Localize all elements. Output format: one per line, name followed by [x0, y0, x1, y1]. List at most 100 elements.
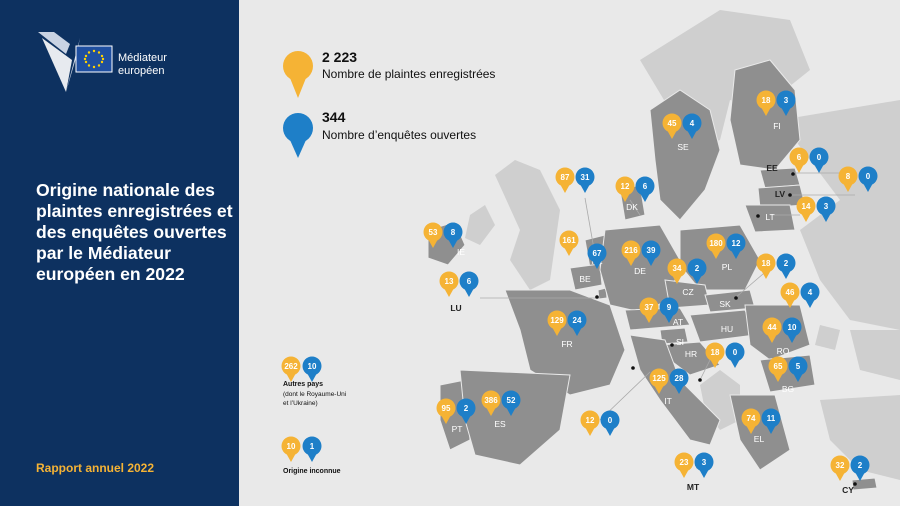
pin-complaints-fi: 18	[756, 90, 776, 116]
pin-inquiries-sk: 2	[776, 253, 796, 279]
pin-inquiries-mt2: 3	[694, 452, 714, 478]
europe-map: FI SE EE LV LT DK IE NL BE DE PL LU CZ S…	[239, 0, 900, 506]
pin-complaints-si: 18	[705, 342, 725, 368]
pin-complaints-be: 87	[555, 167, 575, 193]
svg-text:74: 74	[747, 414, 756, 423]
pin-inquiries-lv: 0	[858, 166, 878, 192]
svg-text:386: 386	[484, 396, 498, 405]
legend-complaints-pin-icon	[283, 51, 313, 98]
pin-complaints-dk: 12	[615, 176, 635, 202]
other-countries-label: Autres pays	[283, 381, 323, 388]
svg-text:34: 34	[673, 264, 682, 273]
pin-complaints-at: 37	[639, 297, 659, 323]
legend-complaints-total: 2 223	[322, 49, 357, 65]
legend-inquiries-pin-icon	[283, 113, 313, 158]
svg-text:2: 2	[464, 404, 469, 413]
pin-inquiries-fi: 3	[776, 90, 796, 116]
svg-text:12: 12	[621, 182, 630, 191]
svg-text:23: 23	[680, 458, 689, 467]
page-title: Origine nationale des plaintes enregistr…	[36, 180, 233, 284]
svg-text:161: 161	[562, 236, 576, 245]
other-origins: Autres pays (dont le Royaume-Uni et l’Uk…	[283, 381, 346, 475]
pin-inquiries-hr: 5	[788, 356, 808, 382]
svg-text:CZ: CZ	[682, 287, 693, 297]
pin-complaints-unknown: 10	[281, 436, 301, 462]
pin-complaints-lv: 8	[838, 166, 858, 192]
pin-inquiries-cy: 2	[850, 455, 870, 481]
svg-text:AT: AT	[673, 317, 683, 327]
pin-inquiries-it: 28	[669, 368, 689, 394]
svg-text:PT: PT	[452, 424, 463, 434]
svg-text:6: 6	[643, 182, 648, 191]
svg-text:9: 9	[667, 303, 672, 312]
svg-text:52: 52	[507, 396, 516, 405]
pin-inquiries-at: 9	[659, 297, 679, 323]
svg-text:DE: DE	[634, 266, 646, 276]
svg-text:FI: FI	[773, 121, 781, 131]
svg-text:53: 53	[429, 228, 438, 237]
pin-inquiries-lu: 6	[459, 271, 479, 297]
pin-complaints-lu: 13	[439, 271, 459, 297]
logo-text-line1: Médiateur	[118, 52, 167, 64]
svg-text:216: 216	[624, 246, 638, 255]
pin-complaints-lt: 14	[796, 196, 816, 222]
svg-text:0: 0	[866, 172, 871, 181]
svg-text:3: 3	[784, 96, 789, 105]
svg-text:SE: SE	[677, 142, 689, 152]
logo-text-line2: européen	[118, 65, 165, 77]
svg-text:44: 44	[768, 323, 777, 332]
land-be	[569, 263, 603, 291]
svg-text:CY: CY	[842, 485, 854, 495]
legend-inquiries-total: 344	[322, 109, 346, 125]
other-countries-note-2: et l’Ukraine)	[283, 400, 318, 407]
pin-inquiries-cz: 2	[687, 258, 707, 284]
report-footer: Rapport annuel 2022	[36, 461, 155, 475]
land-fi	[729, 59, 801, 171]
svg-text:SI: SI	[676, 337, 684, 347]
svg-text:4: 4	[808, 288, 813, 297]
svg-text:37: 37	[645, 303, 654, 312]
pin-inquiries-el: 11	[761, 408, 781, 434]
svg-text:46: 46	[786, 288, 795, 297]
unknown-origin-label: Origine inconnue	[283, 468, 341, 475]
svg-text:24: 24	[573, 316, 582, 325]
land-lt	[744, 204, 796, 233]
svg-text:10: 10	[287, 442, 296, 451]
svg-text:LV: LV	[775, 189, 786, 199]
pin-complaints-mt2: 23	[674, 452, 694, 478]
svg-text:0: 0	[608, 416, 613, 425]
land-fr	[504, 289, 626, 396]
svg-text:MT: MT	[687, 482, 700, 492]
pin-complaints-el: 74	[741, 408, 761, 434]
svg-text:IT: IT	[664, 396, 672, 406]
pin-inquiries-ee: 0	[809, 147, 829, 173]
ombudsman-logo: Médiateur européen	[36, 30, 216, 96]
pin-complaints-pt: 95	[436, 398, 456, 424]
pin-complaints-cz: 34	[667, 258, 687, 284]
svg-text:18: 18	[711, 348, 720, 357]
pin-inquiries-unknown: 1	[302, 436, 322, 462]
pin-complaints-ro: 44	[762, 317, 782, 343]
pin-inquiries-be: 31	[575, 167, 595, 193]
pin-inquiries-be-pin2: 67	[587, 243, 607, 269]
other-countries-note-1: (dont le Royaume-Uni	[283, 391, 346, 398]
svg-text:6: 6	[467, 277, 472, 286]
svg-text:FR: FR	[561, 339, 572, 349]
svg-text:28: 28	[675, 374, 684, 383]
pin-inquiries-pl: 12	[726, 233, 746, 259]
svg-text:RO: RO	[777, 346, 790, 356]
svg-text:67: 67	[593, 249, 602, 258]
svg-text:14: 14	[802, 202, 811, 211]
svg-text:18: 18	[762, 96, 771, 105]
pin-inquiries-es: 52	[501, 390, 521, 416]
pin-inquiries-other: 10	[302, 356, 322, 382]
svg-text:0: 0	[733, 348, 738, 357]
legend: 2 223 Nombre de plaintes enregistrées 34…	[283, 49, 495, 158]
ombudsman-emblem-icon	[38, 32, 113, 92]
svg-text:6: 6	[797, 153, 802, 162]
svg-text:HR: HR	[685, 349, 697, 359]
pin-complaints-de: 216	[621, 240, 641, 266]
pin-inquiries-hu: 4	[800, 282, 820, 308]
pin-inquiries-se: 4	[682, 113, 702, 139]
